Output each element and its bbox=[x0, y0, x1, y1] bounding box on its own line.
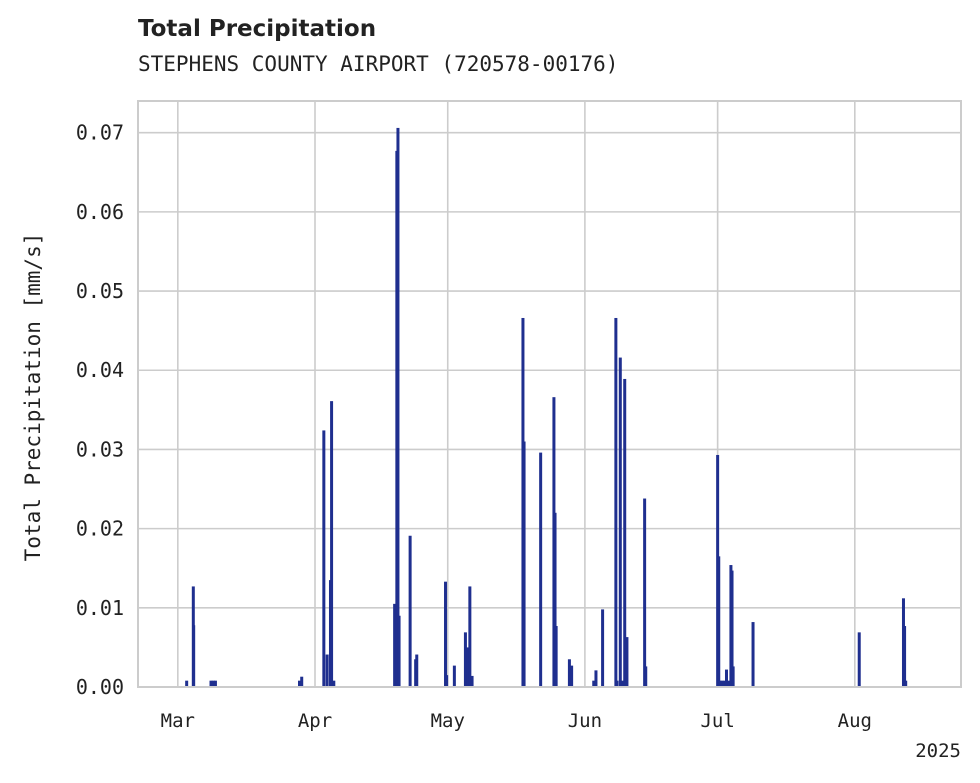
y-tick-label: 0.02 bbox=[76, 517, 124, 541]
precip-bar bbox=[601, 609, 605, 687]
precip-bar bbox=[396, 127, 400, 688]
precip-bar bbox=[300, 676, 304, 687]
y-tick-label: 0.07 bbox=[76, 121, 124, 145]
precip-bar bbox=[592, 680, 596, 687]
precip-bar bbox=[751, 622, 755, 687]
precip-bar bbox=[211, 680, 215, 687]
precip-bar bbox=[325, 654, 329, 687]
precip-bar bbox=[554, 626, 558, 687]
precip-bar bbox=[718, 680, 722, 687]
precip-bar bbox=[623, 378, 627, 687]
precip-bar bbox=[621, 680, 625, 687]
precip-bar bbox=[643, 498, 647, 687]
precip-bar bbox=[614, 317, 618, 687]
precip-bar bbox=[393, 603, 397, 687]
x-tick-label: Mar bbox=[161, 710, 195, 732]
precip-bar bbox=[444, 581, 448, 687]
precip-bar bbox=[332, 680, 336, 687]
precip-bar bbox=[618, 357, 622, 687]
precip-bar bbox=[463, 632, 467, 687]
precip-bar bbox=[904, 680, 908, 687]
x-tick-label: Apr bbox=[298, 710, 332, 732]
precip-bar bbox=[470, 675, 474, 687]
precip-bar bbox=[553, 512, 557, 687]
x-offset-label: 2025 bbox=[915, 740, 961, 762]
precip-bar bbox=[727, 680, 731, 687]
precip-bar bbox=[720, 680, 724, 687]
x-tick-label: May bbox=[431, 710, 465, 732]
precip-bar bbox=[322, 430, 326, 687]
precip-bar bbox=[397, 615, 401, 687]
precip-bar bbox=[330, 401, 334, 687]
precip-bar bbox=[731, 666, 735, 687]
precip-bar bbox=[466, 647, 470, 687]
precip-bar bbox=[539, 452, 543, 687]
precip-bar bbox=[445, 675, 449, 687]
x-tick-label: Aug bbox=[838, 710, 872, 732]
y-axis-label: Total Precipitation [mm/s] bbox=[21, 233, 45, 562]
precip-bar bbox=[717, 556, 721, 687]
precip-bar bbox=[408, 535, 412, 687]
x-tick-label: Jun bbox=[568, 710, 602, 732]
precip-bar bbox=[625, 637, 629, 687]
precip-bar bbox=[644, 666, 648, 687]
precip-bar bbox=[857, 632, 861, 687]
precip-bar bbox=[468, 586, 472, 687]
precip-bar bbox=[192, 625, 196, 687]
precip-bar bbox=[185, 680, 189, 687]
precip-bar bbox=[730, 570, 734, 687]
precip-bar bbox=[903, 626, 907, 687]
precip-bar bbox=[298, 680, 302, 687]
chart-subtitle: STEPHENS COUNTY AIRPORT (720578-00176) bbox=[138, 52, 619, 76]
precip-bar bbox=[724, 669, 728, 687]
precip-bar bbox=[213, 680, 217, 687]
y-tick-label: 0.01 bbox=[76, 596, 124, 620]
precip-bar bbox=[567, 659, 571, 687]
y-tick-label: 0.05 bbox=[76, 279, 124, 303]
precip-bar bbox=[615, 680, 619, 687]
x-tick-label: Jul bbox=[700, 710, 734, 732]
precip-bar bbox=[594, 670, 598, 687]
precip-bar bbox=[415, 654, 419, 687]
precip-bar bbox=[522, 441, 526, 687]
precip-bar bbox=[722, 680, 726, 687]
precip-bar bbox=[209, 680, 213, 687]
precip-bar bbox=[570, 665, 574, 687]
y-tick-label: 0.00 bbox=[76, 675, 124, 699]
y-tick-label: 0.04 bbox=[76, 358, 124, 382]
precip-bar bbox=[452, 665, 456, 687]
chart-title: Total Precipitation bbox=[138, 16, 377, 42]
plot-frame bbox=[137, 100, 962, 688]
y-tick-label: 0.06 bbox=[76, 200, 124, 224]
y-tick-label: 0.03 bbox=[76, 437, 124, 461]
